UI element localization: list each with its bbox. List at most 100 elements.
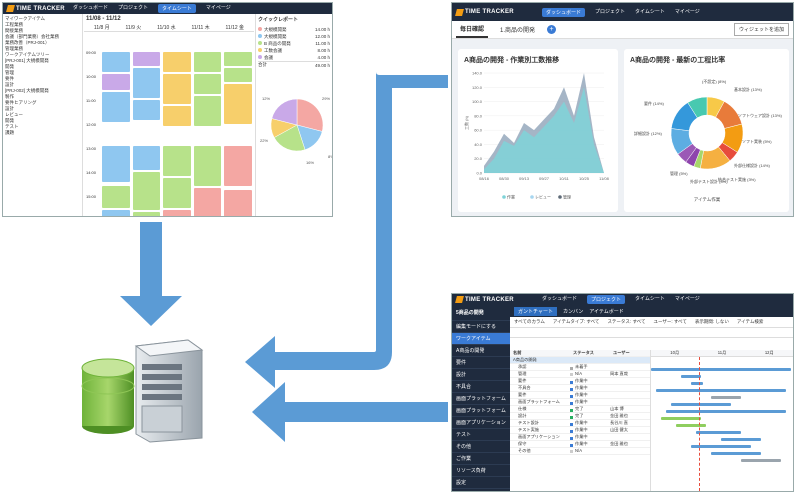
nav-project[interactable]: プロジェクト <box>117 5 148 11</box>
time-entry[interactable] <box>132 52 161 66</box>
tab-product-dev[interactable]: 1.商品の開発 <box>500 28 536 34</box>
sidebar-item[interactable]: 要件ヒアリング <box>5 100 37 105</box>
sidebar-item[interactable]: ご作業 <box>452 453 510 465</box>
sidebar-item[interactable]: 間接業務 <box>5 28 23 33</box>
time-entry[interactable] <box>224 68 252 82</box>
time-entry[interactable] <box>102 186 130 208</box>
time-entry[interactable] <box>132 172 161 210</box>
time-entry[interactable] <box>163 146 191 176</box>
nav-mypage[interactable]: マイページ <box>674 296 700 302</box>
time-entry[interactable] <box>193 146 222 186</box>
sidebar-item[interactable]: 画面プラットフォーム <box>452 405 510 417</box>
nav-mypage[interactable]: マイページ <box>674 8 700 15</box>
tab-daily[interactable]: 毎日確認 <box>456 21 489 38</box>
sidebar-item[interactable]: 業務改善（PRJ-001） <box>5 40 50 45</box>
add-tab-icon[interactable]: + <box>547 25 557 34</box>
gantt-bar[interactable] <box>666 410 786 413</box>
sidebar-item[interactable]: 要件 <box>452 357 510 369</box>
gantt-bar[interactable] <box>661 417 701 420</box>
sidebar-item[interactable]: 要件 <box>5 76 14 81</box>
table-row[interactable]: 要件 作業中 <box>510 378 650 385</box>
nav-dashboard[interactable]: ダッシュボード <box>72 5 108 11</box>
table-row[interactable]: 不具合 作業中 <box>510 385 650 392</box>
filter-dropdown[interactable]: ユーザー: すべて <box>653 319 687 324</box>
time-entry[interactable] <box>193 188 222 216</box>
time-entry[interactable] <box>132 68 161 98</box>
nav-project[interactable]: プロジェクト <box>594 8 625 15</box>
sidebar-item[interactable]: リソース負荷 <box>452 465 510 477</box>
gantt-bar[interactable] <box>741 459 781 462</box>
nav-timesheet[interactable]: タイムシート <box>157 4 196 13</box>
column-header[interactable]: ユーザー <box>613 350 630 355</box>
sidebar-item[interactable]: その他 <box>452 441 510 453</box>
gantt-bar[interactable] <box>711 452 761 455</box>
nav-mypage[interactable]: マイページ <box>205 5 231 11</box>
time-entry[interactable] <box>132 146 161 170</box>
nav-dashboard[interactable]: ダッシュボード <box>541 7 585 17</box>
sidebar-item[interactable]: 工程業務 <box>5 22 23 27</box>
time-entry[interactable] <box>163 106 191 126</box>
table-row[interactable]: 設計 完了 金田 雅也 <box>510 413 650 420</box>
gantt-bar[interactable] <box>676 424 706 427</box>
sidebar-item[interactable]: 管理業務 <box>5 46 23 51</box>
time-entry[interactable] <box>132 212 161 216</box>
sidebar-item[interactable]: 設定 <box>452 477 510 489</box>
gantt-bar[interactable] <box>691 382 703 385</box>
gantt-bar[interactable] <box>681 375 701 378</box>
time-entry[interactable] <box>193 74 222 94</box>
time-entry[interactable] <box>193 96 222 126</box>
gantt-bar[interactable] <box>711 396 741 399</box>
table-row[interactable]: テスト設計 作業中 長谷川 直 <box>510 420 650 427</box>
sidebar-item[interactable]: 設計 <box>5 82 14 87</box>
add-widget-button[interactable]: ウィジェットを追加 <box>733 23 789 36</box>
time-entry[interactable] <box>224 84 252 124</box>
time-entry[interactable] <box>224 190 252 216</box>
sidebar-item[interactable]: 画面アプリケーション <box>452 417 510 429</box>
sidebar-item[interactable]: 画面プラットフォーム <box>452 393 510 405</box>
column-header[interactable]: 名前 <box>513 350 522 355</box>
time-entry[interactable] <box>102 74 130 90</box>
gantt-bar[interactable] <box>721 438 761 441</box>
time-entry[interactable] <box>224 52 252 66</box>
sidebar-item[interactable]: [PRJ-001] 大規模開発 <box>5 58 49 63</box>
time-entry[interactable] <box>163 74 191 104</box>
time-entry[interactable] <box>224 146 252 186</box>
sidebar-item[interactable]: [PRJ-002] 大規模開発 <box>5 88 49 93</box>
filter-dropdown[interactable]: アイテム検索 <box>736 319 764 324</box>
sidebar-item[interactable]: 会議（部門業務）会社業務 <box>5 34 59 39</box>
nav-dashboard[interactable]: ダッシュボード <box>541 296 577 302</box>
filter-dropdown[interactable]: アイテムタイプ: すべて <box>552 319 600 324</box>
column-header[interactable]: ステータス <box>573 350 594 355</box>
gantt-bar[interactable] <box>696 431 741 434</box>
gantt-bar[interactable] <box>656 389 786 392</box>
tab-item-board[interactable]: アイテムボード <box>589 308 624 315</box>
time-entry[interactable] <box>163 52 191 72</box>
sidebar-item[interactable]: 管理 <box>5 70 14 75</box>
filter-dropdown[interactable]: 表示期間: しない <box>694 319 729 324</box>
gantt-bar[interactable] <box>691 445 751 448</box>
sidebar-item[interactable]: ワークアイテム <box>452 333 510 345</box>
time-entry[interactable] <box>163 178 191 208</box>
table-row[interactable]: テスト実施 作業中 山田 健太 <box>510 427 650 434</box>
table-row[interactable]: 要件 作業中 <box>510 392 650 399</box>
sidebar-item[interactable]: 製作 <box>5 94 14 99</box>
filter-dropdown[interactable]: すべてのカラム <box>514 319 545 324</box>
sidebar-item[interactable]: 不具合 <box>452 381 510 393</box>
sidebar-item[interactable]: 設計 <box>452 369 510 381</box>
gantt-bar[interactable] <box>671 403 731 406</box>
table-row[interactable]: 承認 未着手 <box>510 364 650 371</box>
gantt-bar[interactable] <box>651 368 791 371</box>
nav-project[interactable]: プロジェクト <box>586 295 625 304</box>
table-row[interactable]: 仕様 完了 山本 博 <box>510 406 650 413</box>
sidebar-item[interactable]: 編集モードにする <box>452 321 510 333</box>
table-row[interactable]: 画面アプリケーション 作業中 <box>510 434 650 441</box>
sidebar-item[interactable]: 設計 <box>5 106 14 111</box>
time-entry[interactable] <box>102 52 130 72</box>
sidebar-item[interactable]: 課題 <box>5 130 14 135</box>
time-entry[interactable] <box>102 210 130 216</box>
sidebar-item[interactable]: マイワークアイテム <box>5 16 46 21</box>
sidebar-item[interactable]: ワークアイテムツリー <box>5 52 50 57</box>
sidebar-item[interactable]: 開発 <box>5 64 14 69</box>
table-row[interactable]: 管理 N/A 岡本 直哉 <box>510 371 650 378</box>
table-row[interactable]: その他 N/A <box>510 448 650 455</box>
